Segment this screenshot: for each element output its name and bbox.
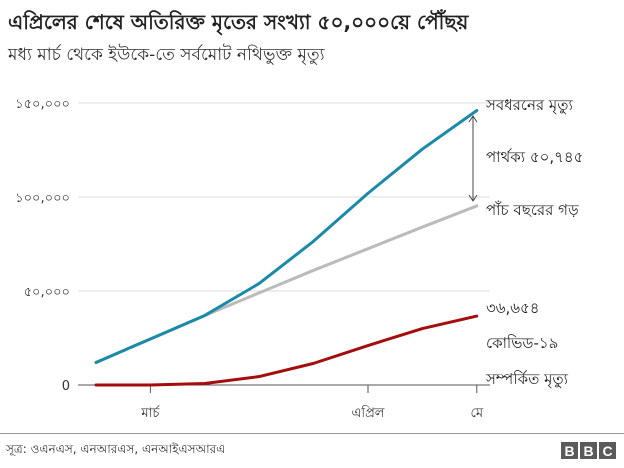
all-deaths-line: [94, 109, 479, 364]
x-axis: মার্চ এপ্রিল মে: [78, 384, 490, 421]
series-lines: [94, 109, 479, 387]
footer-divider: [0, 433, 624, 434]
bbc-logo-c: C: [599, 442, 616, 459]
x-tick-label: মার্চ: [140, 405, 160, 421]
bbc-logo: B B C: [561, 442, 616, 459]
label-covid-value: ৩৬,৬৫৪: [486, 299, 540, 317]
label-difference: পার্থক্য ৫০,৭৪৫: [486, 148, 583, 166]
covid-deaths-line: [94, 314, 479, 387]
arrow-up-icon: [468, 115, 478, 123]
source-note: সূত্র: ওএনএস, এনআরএস, এনআইএসআরএ: [6, 442, 226, 456]
gridlines: [78, 102, 490, 292]
x-tick-label: এপ্রিল: [352, 405, 385, 421]
bbc-logo-b2: B: [580, 442, 597, 459]
annotations: সবধরনের মৃত্যু পার্থক্য ৫০,৭৪৫ পাঁচ বছরে…: [468, 96, 583, 389]
chart-subtitle: মধ্য মার্চ থেকে ইউকে-তে সর্বমোট নথিভুক্ত…: [8, 45, 325, 65]
y-axis-labels: 0 ৫০,০০০ ১০০,০০০ ১৫০,০০০: [15, 97, 70, 394]
y-tick-label: ১৫০,০০০: [15, 97, 70, 112]
chart-title: এপ্রিলের শেষে অতিরিক্ত মৃতের সংখ্যা ৫০,০…: [8, 10, 469, 34]
bbc-logo-b1: B: [561, 442, 578, 459]
line-chart: 0 ৫০,০০০ ১০০,০০০ ১৫০,০০০ মার্চ এপ্রিল মে সবধর…: [15, 96, 583, 421]
y-tick-label: ১০০,০০০: [15, 191, 70, 206]
label-covid-2: সম্পর্কিত মৃত্যু: [485, 370, 569, 389]
y-tick-label: 0: [62, 379, 70, 394]
y-tick-label: ৫০,০০০: [24, 285, 70, 300]
x-tick-label: মে: [471, 406, 484, 421]
label-five-year-avg: পাঁচ বছরের গড়: [486, 201, 579, 219]
label-all-deaths: সবধরনের মৃত্যু: [485, 96, 573, 115]
label-covid-1: কোভিড-১৯: [486, 334, 558, 352]
arrow-down-icon: [468, 194, 478, 202]
